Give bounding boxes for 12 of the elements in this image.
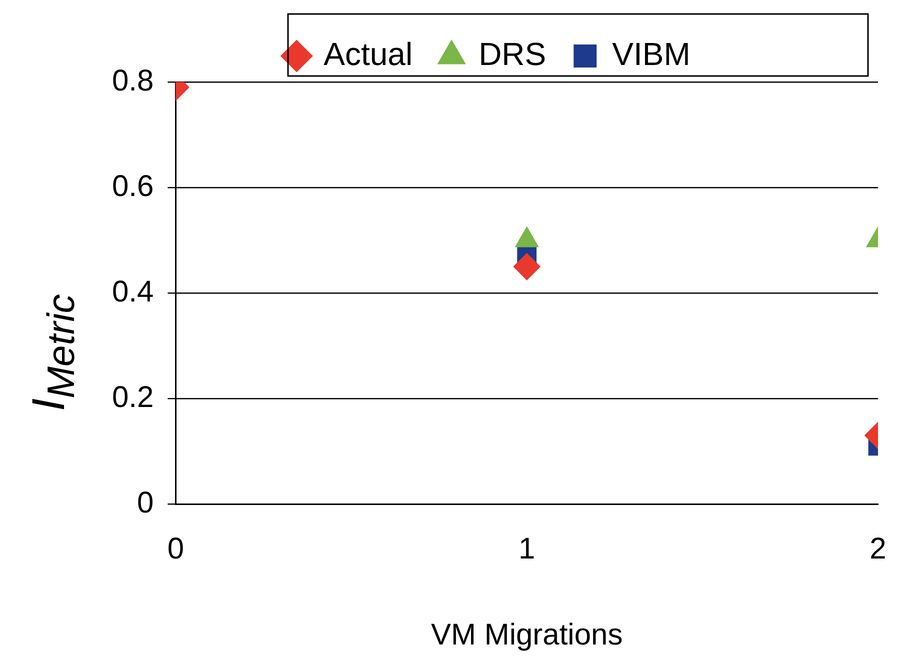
y-tick-label: 0.8 (112, 64, 154, 98)
y-tick-label: 0.2 (112, 380, 154, 414)
legend-label: VIBM (612, 36, 690, 72)
y-tick-label: 0.6 (112, 170, 154, 203)
x-tick-label: 0 (167, 532, 184, 566)
y-tick-label: 0.4 (112, 275, 154, 308)
x-tick-label: 1 (518, 532, 536, 566)
x-tick-label: 2 (870, 532, 886, 566)
legend-label: DRS (478, 36, 546, 72)
legend-label: Actual (324, 36, 413, 72)
y-tick-label: 0 (137, 486, 154, 520)
x-axis-title: VM Migrations (430, 618, 623, 652)
